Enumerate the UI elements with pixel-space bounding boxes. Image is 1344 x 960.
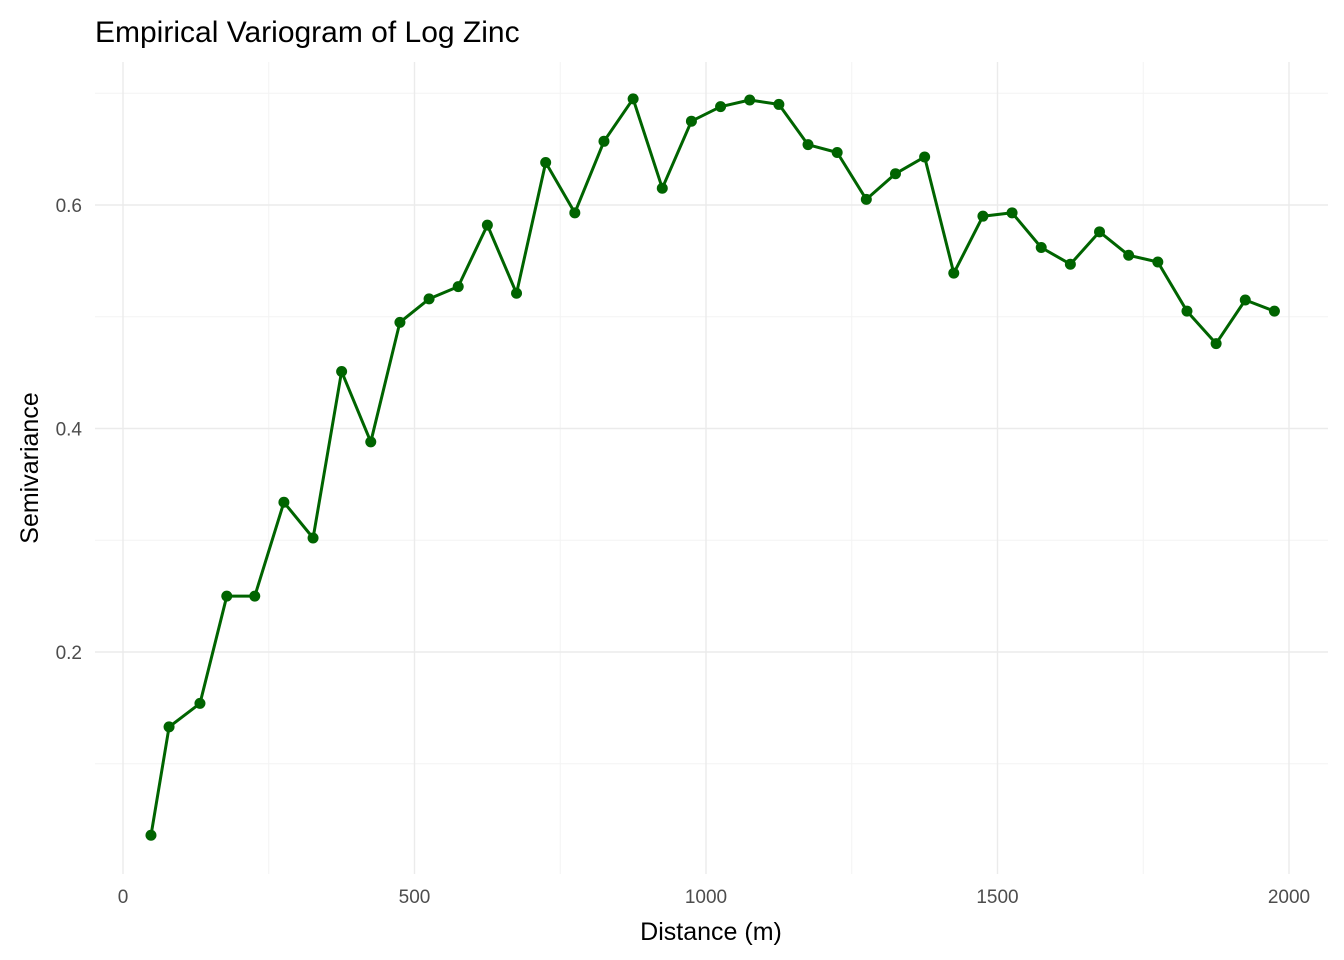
data-point [685,115,697,127]
x-tick-label: 0 [118,887,129,908]
major-gridlines [95,62,1328,874]
series-layer [145,93,1280,841]
data-point [194,697,206,709]
y-tick-label: 0.2 [56,643,82,664]
data-point [1064,258,1076,270]
data-point [598,135,610,147]
data-point [948,267,960,279]
data-point [744,94,756,106]
data-point [569,207,581,219]
data-point [452,281,464,293]
x-tick-label: 500 [399,887,431,908]
data-point [511,287,523,299]
minor-gridlines [95,62,1328,874]
data-point [1239,294,1251,306]
x-tick-label: 1000 [685,887,727,908]
data-point [802,139,814,151]
data-point [394,316,406,328]
y-axis-title: Semivariance [16,392,44,543]
chart-title: Empirical Variogram of Log Zinc [95,16,520,49]
data-point [481,219,493,231]
y-tick-label: 0.6 [56,196,82,217]
data-point [540,157,552,169]
x-tick-label: 2000 [1268,887,1310,908]
data-point [1268,305,1280,317]
data-point [336,366,348,378]
data-point [627,93,639,105]
data-point [249,590,261,602]
y-tick-label: 0.4 [56,420,83,441]
data-point [1006,207,1018,219]
data-point [715,101,727,113]
data-point [307,532,319,544]
x-axis-title: Distance (m) [640,918,782,946]
data-point [423,293,435,305]
data-point [365,436,377,448]
data-point [919,151,931,163]
data-point [1152,256,1164,268]
data-point [773,98,785,110]
data-point [1094,226,1106,238]
data-point [889,168,901,180]
data-point [860,193,872,205]
data-point [656,182,668,194]
data-point [1035,241,1047,253]
data-point [1210,338,1222,350]
data-point [831,146,843,158]
data-point [1123,249,1135,261]
series-line [149,97,1275,836]
data-point [1181,305,1193,317]
x-tick-label: 1500 [976,887,1018,908]
data-point [278,496,290,508]
data-point [977,210,989,222]
data-point [163,721,175,733]
data-point [145,829,157,841]
data-point [221,590,233,602]
tick-labels: 0 500 1000 1500 2000 0.2 0.4 0.6 [56,196,1311,908]
